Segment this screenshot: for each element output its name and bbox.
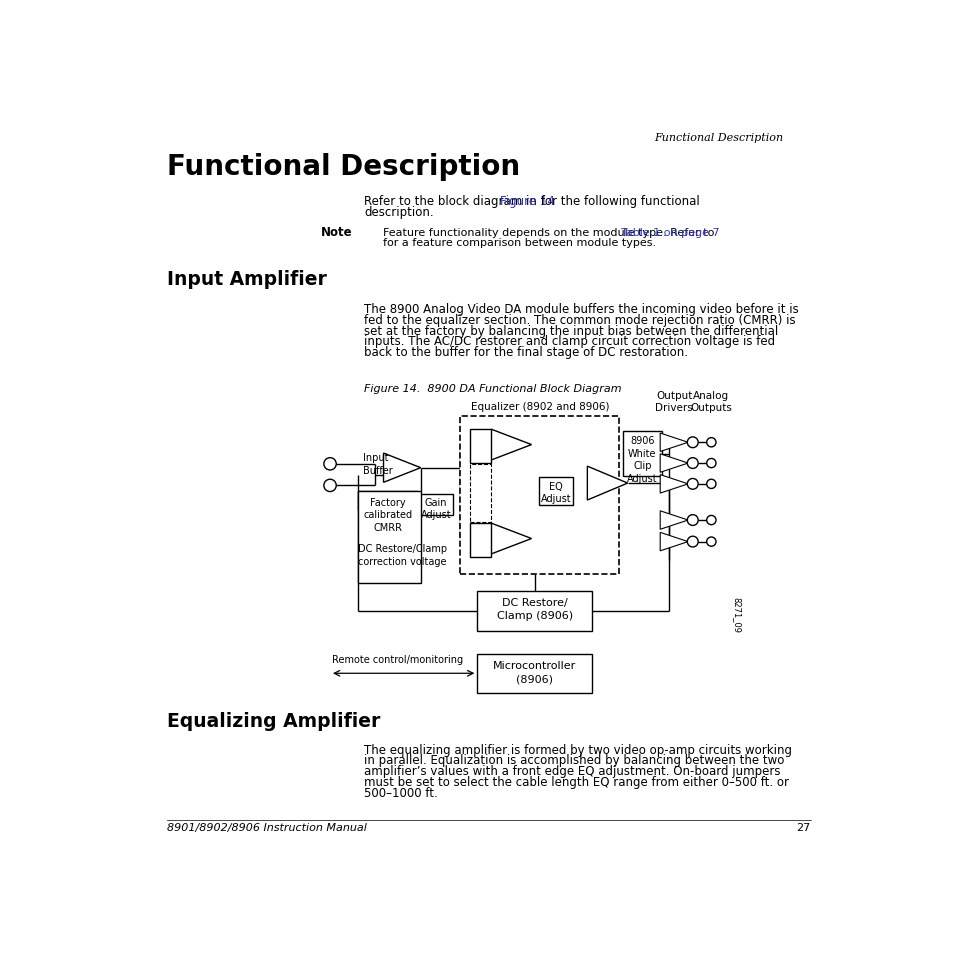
Text: DC Restore/
Clamp (8906): DC Restore/ Clamp (8906): [497, 598, 572, 620]
Circle shape: [706, 459, 716, 468]
Circle shape: [706, 479, 716, 489]
Text: amplifier’s values with a front edge EQ adjustment. On-board jumpers: amplifier’s values with a front edge EQ …: [364, 764, 780, 778]
Text: Output
Drivers: Output Drivers: [655, 391, 692, 413]
Text: Figure 14.  8900 DA Functional Block Diagram: Figure 14. 8900 DA Functional Block Diag…: [364, 383, 621, 394]
Polygon shape: [491, 430, 531, 460]
Circle shape: [706, 516, 716, 525]
Polygon shape: [659, 434, 687, 452]
Text: Microcontroller
(8906): Microcontroller (8906): [493, 660, 576, 683]
Text: Input Amplifier: Input Amplifier: [167, 270, 327, 289]
Text: DC Restore/Clamp
correction voltage: DC Restore/Clamp correction voltage: [357, 543, 447, 566]
Text: Functional Description: Functional Description: [167, 152, 520, 180]
Text: Refer to the block diagram in: Refer to the block diagram in: [364, 195, 540, 208]
Bar: [476, 591, 592, 631]
Text: The equalizing amplifier is formed by two video op-amp circuits working: The equalizing amplifier is formed by tw…: [364, 742, 791, 756]
Text: Equalizing Amplifier: Equalizing Amplifier: [167, 711, 380, 730]
Bar: [469, 430, 491, 463]
Circle shape: [323, 458, 335, 471]
Text: for the following functional: for the following functional: [537, 195, 699, 208]
Circle shape: [686, 537, 698, 547]
Circle shape: [686, 458, 698, 469]
Text: 8271_09: 8271_09: [732, 597, 740, 633]
Text: Figure 14: Figure 14: [499, 195, 554, 208]
Text: in parallel. Equalization is accomplished by balancing between the two: in parallel. Equalization is accomplishe…: [364, 754, 783, 766]
Circle shape: [706, 438, 716, 447]
Circle shape: [686, 516, 698, 526]
Bar: [459, 416, 618, 575]
Circle shape: [706, 537, 716, 547]
Text: Input
Buffer: Input Buffer: [363, 453, 393, 476]
Text: Factory
calibrated
CMRR: Factory calibrated CMRR: [363, 497, 413, 532]
Text: inputs. The AC/DC restorer and clamp circuit correction voltage is fed: inputs. The AC/DC restorer and clamp cir…: [364, 335, 775, 348]
Bar: [469, 523, 491, 558]
Bar: [419, 495, 452, 516]
Text: back to the buffer for the final stage of DC restoration.: back to the buffer for the final stage o…: [364, 346, 687, 359]
Text: description.: description.: [364, 206, 434, 219]
Bar: [357, 491, 420, 583]
Text: Analog
Outputs: Analog Outputs: [690, 391, 732, 413]
Bar: [357, 491, 418, 530]
Text: The 8900 Analog Video DA module buffers the incoming video before it is: The 8900 Analog Video DA module buffers …: [364, 303, 798, 315]
Polygon shape: [659, 476, 687, 494]
Bar: [469, 464, 491, 523]
Text: Gain
Adjust: Gain Adjust: [420, 497, 451, 519]
Text: 8906
White
Clip
Adjust: 8906 White Clip Adjust: [626, 436, 657, 483]
Polygon shape: [587, 467, 627, 500]
Bar: [476, 655, 592, 693]
Text: 500–1000 ft.: 500–1000 ft.: [364, 786, 437, 799]
Text: Functional Description: Functional Description: [654, 133, 782, 143]
Text: 8901/8902/8906 Instruction Manual: 8901/8902/8906 Instruction Manual: [167, 821, 367, 832]
Text: Note: Note: [320, 226, 352, 239]
Bar: [622, 432, 661, 476]
Polygon shape: [659, 511, 687, 530]
Text: fed to the equalizer section. The common mode rejection ratio (CMRR) is: fed to the equalizer section. The common…: [364, 314, 795, 327]
Text: must be set to select the cable length EQ range from either 0–500 ft. or: must be set to select the cable length E…: [364, 775, 788, 788]
Circle shape: [686, 479, 698, 490]
Text: set at the factory by balancing the input bias between the differential: set at the factory by balancing the inpu…: [364, 324, 778, 337]
Text: 27: 27: [796, 821, 810, 832]
Text: Equalizer (8902 and 8906): Equalizer (8902 and 8906): [471, 402, 609, 412]
Polygon shape: [659, 533, 687, 551]
Polygon shape: [383, 454, 420, 483]
Text: Remote control/monitoring: Remote control/monitoring: [332, 655, 462, 664]
Circle shape: [323, 479, 335, 492]
Text: for a feature comparison between module types.: for a feature comparison between module …: [382, 238, 656, 248]
Text: Feature functionality depends on the module type. Refer to: Feature functionality depends on the mod…: [382, 228, 717, 238]
Bar: [538, 477, 573, 505]
Polygon shape: [659, 455, 687, 473]
Text: EQ
Adjust: EQ Adjust: [540, 481, 571, 503]
Polygon shape: [491, 523, 531, 555]
Text: Table 1 on page 7: Table 1 on page 7: [620, 228, 720, 238]
Circle shape: [686, 437, 698, 448]
